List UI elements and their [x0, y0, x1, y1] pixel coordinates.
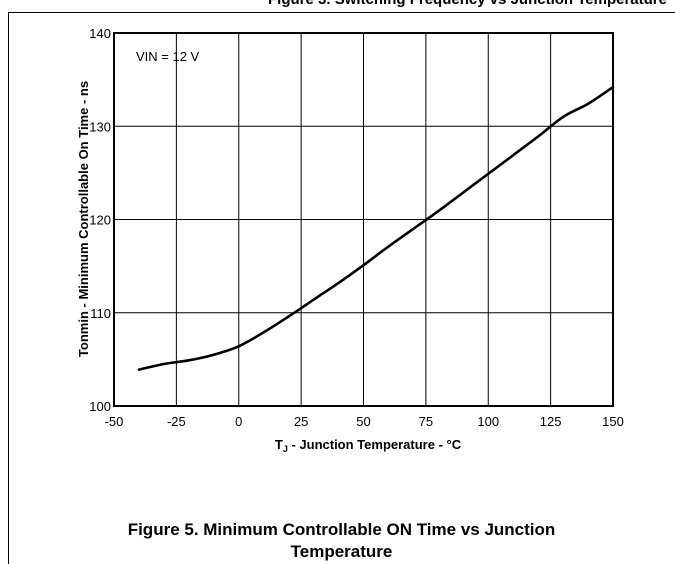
- x-tick-label: 100: [477, 414, 499, 429]
- vin-annotation: VIN = 12 V: [136, 49, 200, 64]
- y-axis-label: Tonmin - Minimum Controllable On Time - …: [76, 81, 91, 357]
- page-frame-top-rule: [8, 12, 675, 13]
- x-tick-label: 125: [540, 414, 562, 429]
- y-tick-label: 100: [89, 399, 111, 414]
- page-frame-left-rule: [8, 12, 9, 564]
- chart-grid: [114, 33, 613, 406]
- x-axis-label-subscript: J: [283, 444, 288, 454]
- x-tick-label: 75: [419, 414, 433, 429]
- x-axis-label: TJ - Junction Temperature - °C: [275, 437, 462, 454]
- figure-caption-line-1: Figure 5. Minimum Controllable ON Time v…: [127, 520, 556, 539]
- series-line-tonmin: [137, 85, 615, 371]
- x-tick-labels: -50 -25 0 25 50 75 100 125 150: [105, 414, 624, 429]
- x-tick-label: -25: [167, 414, 186, 429]
- x-tick-label: 0: [235, 414, 242, 429]
- x-tick-label: 50: [356, 414, 370, 429]
- x-axis-label-symbol: T: [275, 437, 283, 452]
- x-axis-label-rest: - Junction Temperature - °C: [288, 437, 462, 452]
- figure-caption-line-2: Temperature: [290, 542, 393, 561]
- plot-area-border: [113, 32, 614, 407]
- x-tick-label: 25: [294, 414, 308, 429]
- y-tick-label: 110: [90, 306, 111, 321]
- y-tick-label: 130: [89, 119, 111, 134]
- x-tick-label: -50: [105, 414, 124, 429]
- x-tick-label: 150: [602, 414, 624, 429]
- y-tick-label: 120: [89, 213, 111, 228]
- y-tick-labels: 100 110 120 130 140: [89, 26, 111, 414]
- previous-figure-caption: Figure 3. Switching Frequency vs Junctio…: [0, 0, 675, 8]
- y-tick-label: 140: [89, 26, 111, 41]
